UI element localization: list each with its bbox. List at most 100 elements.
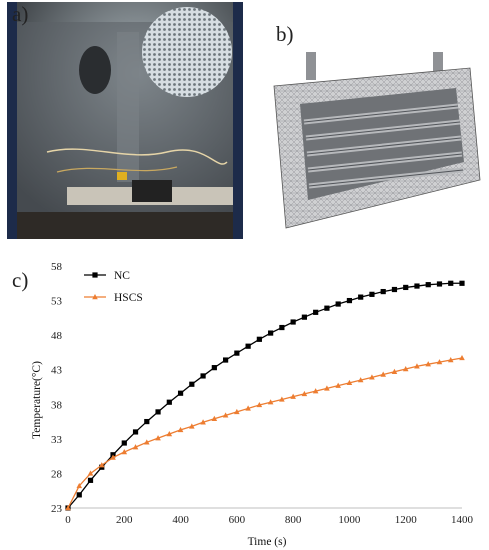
x-tick-label: 800 [285,514,302,526]
data-point-hscs [447,357,454,363]
data-point-hscs [211,415,218,422]
y-tick-label: 48 [51,330,63,342]
data-point-hscs [369,374,375,380]
x-tick-label: 400 [172,514,189,526]
data-point-hscs [324,385,330,391]
outlet-pipe [433,52,443,74]
inlet-pipe [306,52,316,80]
mesh-model-image [273,52,481,229]
legend-label: HSCS [114,292,143,304]
data-point-hscs [436,359,443,365]
data-point-nc [324,305,330,311]
data-point-nc [200,373,206,379]
data-point-hscs [87,470,94,476]
data-point-hscs [357,377,364,383]
chart-legend: NC HSCS [84,270,143,304]
legend-marker [92,272,98,278]
legend-item-hscs: HSCS [84,292,143,304]
data-point-nc [256,336,262,342]
data-point-hscs [65,505,71,511]
data-point-nc [459,280,465,286]
data-point-nc [369,291,375,297]
legend-label: NC [114,270,130,282]
data-point-hscs [222,412,229,418]
legend-marker [92,294,98,300]
x-tick-label: 1200 [395,514,418,526]
data-point-nc [234,350,240,356]
x-tick-label: 1400 [451,514,474,526]
data-point-nc [223,357,229,363]
x-axis-title: Time (s) [248,536,287,548]
data-point-nc [448,280,454,286]
y-tick-label: 28 [51,468,63,480]
data-logger [132,180,172,202]
data-point-nc [268,330,274,336]
x-tick-label: 600 [229,514,246,526]
data-point-hscs [76,482,83,489]
data-point-hscs [290,393,296,399]
data-point-hscs [425,361,432,367]
data-point-hscs [414,363,420,369]
data-point-hscs [234,408,240,415]
data-point-nc [211,365,217,371]
data-point-nc [177,390,184,396]
series-line-nc [67,282,462,509]
data-point-hscs [312,388,319,394]
data-point-hscs [346,379,353,386]
x-tick-label: 0 [65,514,71,526]
x-tick-labels: 0 200 400 600 800 1000 1200 1400 [65,514,473,526]
panel-label-c: c) [12,268,29,292]
data-point-hscs [335,382,341,388]
data-point-nc [279,324,285,331]
data-point-nc [76,492,82,498]
data-point-hscs [189,423,195,429]
data-point-hscs [121,448,128,455]
y-tick-label: 53 [51,296,63,308]
data-point-hscs [144,439,150,445]
fan-grill [142,7,232,97]
data-point-nc [436,281,443,287]
series-nc [65,280,465,511]
climate-chamber-photo [7,2,243,239]
data-point-hscs [132,444,139,450]
data-point-hscs [301,390,308,397]
data-point-nc [245,343,251,349]
data-point-hscs [98,462,105,468]
temperature-chart: 23 28 33 38 43 48 53 58 0 200 400 600 800 1000 1200 14… [31,261,474,548]
data-point-nc [121,440,127,446]
data-point-hscs [110,454,116,460]
data-point-nc [403,284,409,291]
data-point-hscs [177,426,184,433]
data-point-hscs [267,399,274,405]
y-axis-title: Temperature(°C) [31,361,43,439]
data-point-hscs [402,366,409,372]
chart-series [65,280,465,511]
data-point-hscs [155,435,161,441]
data-point-hscs [256,401,263,408]
y-tick-label: 43 [51,365,63,377]
data-point-nc [414,283,420,289]
data-point-nc [346,297,353,304]
y-tick-label: 23 [51,503,63,515]
data-point-nc [290,319,296,325]
y-tick-label: 58 [51,261,63,273]
data-point-nc [144,418,150,425]
data-point-nc [155,409,161,415]
panel-label-b: b) [276,22,294,46]
data-point-nc [189,381,195,387]
y-tick-labels: 23 28 33 38 43 48 53 58 [51,261,63,515]
data-point-nc [391,286,398,293]
x-tick-label: 200 [116,514,133,526]
data-point-nc [335,301,341,307]
data-point-hscs [459,354,465,361]
data-point-nc [87,477,94,483]
data-point-hscs [391,368,398,374]
y-tick-label: 33 [51,434,63,446]
data-point-hscs [279,396,285,402]
data-point-nc [425,282,431,288]
data-point-nc [166,399,172,405]
data-point-hscs [166,431,173,437]
series-line-hscs [67,357,463,509]
data-point-nc [301,314,307,320]
data-point-nc [132,429,139,435]
